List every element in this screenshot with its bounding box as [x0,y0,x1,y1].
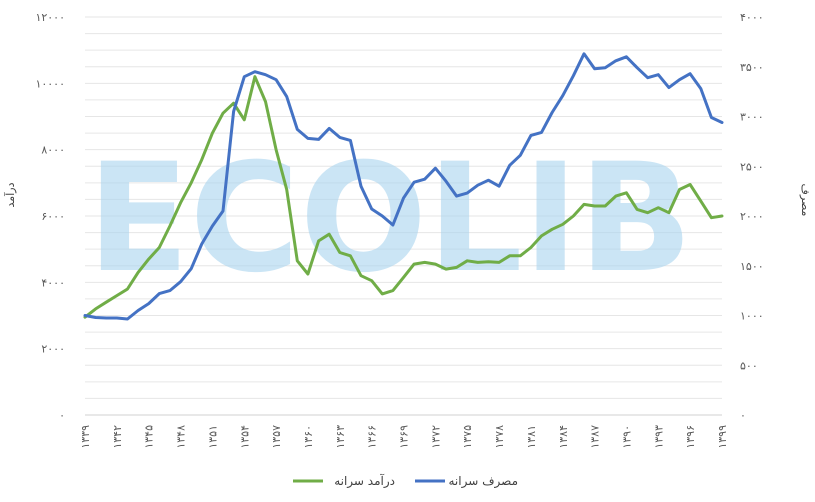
consumption-series-line [83,52,724,321]
x-tick-label: ۱۳۹۶ [684,425,697,449]
series-lines [83,52,724,321]
left-tick-label: ۱۰۰۰۰ [35,77,65,90]
left-tick-label: ۲۰۰۰ [41,343,65,356]
left-axis-ticks: ۰ ۲۰۰۰ ۴۰۰۰ ۶۰۰۰ ۸۰۰۰ ۱۰۰۰۰ ۱۲۰۰۰ [35,11,65,422]
x-tick-label: ۱۳۶۶ [366,425,379,449]
legend-label: درآمد سرانه [334,473,395,489]
legend-label: مصرف سرانه [449,474,519,489]
x-tick-label: ۱۳۹۹ [716,425,729,449]
right-tick-label: ۲۰۰۰ [740,210,764,223]
x-tick-label: ۱۳۹۰ [620,425,633,449]
left-tick-label: ۶۰۰۰ [41,210,65,223]
right-tick-label: ۳۰۰۰ [740,111,764,124]
right-tick-label: ۳۵۰۰ [740,61,764,74]
right-tick-label: ۱۵۰۰ [740,260,764,273]
right-tick-label: ۱۰۰۰ [740,310,764,323]
x-tick-label: ۱۳۹۳ [652,425,665,449]
income-series-line [83,75,724,319]
right-tick-label: ۴۰۰۰ [740,11,764,24]
ecolib-watermark: ECOLIB [87,132,693,306]
x-tick-label: ۱۳۵۷ [270,425,283,449]
x-tick-label: ۱۳۵۴ [238,425,251,449]
gridlines [85,16,722,416]
right-axis-title: مصرف [799,184,812,217]
x-tick-label: ۱۳۴۵ [143,425,156,449]
right-tick-label: ۵۰۰ [740,359,758,372]
left-axis-title: درآمد [3,182,17,207]
x-tick-label: ۱۳۸۴ [557,425,570,449]
left-tick-label: ۴۰۰۰ [41,276,65,289]
x-tick-label: ۱۳۴۸ [175,425,188,449]
right-tick-label: ۲۵۰۰ [740,160,764,173]
left-tick-label: ۰ [59,409,65,422]
x-tick-label: ۱۳۶۳ [334,425,347,449]
x-tick-label: ۱۳۳۹ [79,425,92,449]
x-tick-label: ۱۳۸۱ [525,425,538,449]
x-axis-ticks: ۱۳۳۹ ۱۳۴۲ ۱۳۴۵ ۱۳۴۸ ۱۳۵۱ ۱۳۵۴ ۱۳۵۷ ۱۳۶۰ ۱۳۶۳ ۱۳۶۶… [79,425,729,449]
x-tick-label: ۱۳۷۵ [461,425,474,449]
x-tick-label: ۱۳۷۲ [429,425,442,449]
right-tick-label: ۰ [740,409,746,422]
x-tick-label: ۱۳۶۹ [398,425,411,449]
left-tick-label: ۸۰۰۰ [41,144,65,157]
x-tick-label: ۱۳۶۰ [302,425,315,449]
x-tick-label: ۱۳۴۲ [111,425,124,449]
x-tick-label: ۱۳۵۱ [206,425,219,449]
legend: درآمد سرانه مصرف سرانه [293,473,518,489]
left-tick-label: ۱۲۰۰۰ [35,11,65,24]
right-axis-ticks: ۰ ۵۰۰ ۱۰۰۰ ۱۵۰۰ ۲۰۰۰ ۲۵۰۰ ۳۰۰۰ ۳۵۰۰ ۴۰۰۰ [740,11,764,422]
x-tick-label: ۱۳۸۷ [589,425,602,449]
x-tick-label: ۱۳۷۸ [493,425,506,449]
